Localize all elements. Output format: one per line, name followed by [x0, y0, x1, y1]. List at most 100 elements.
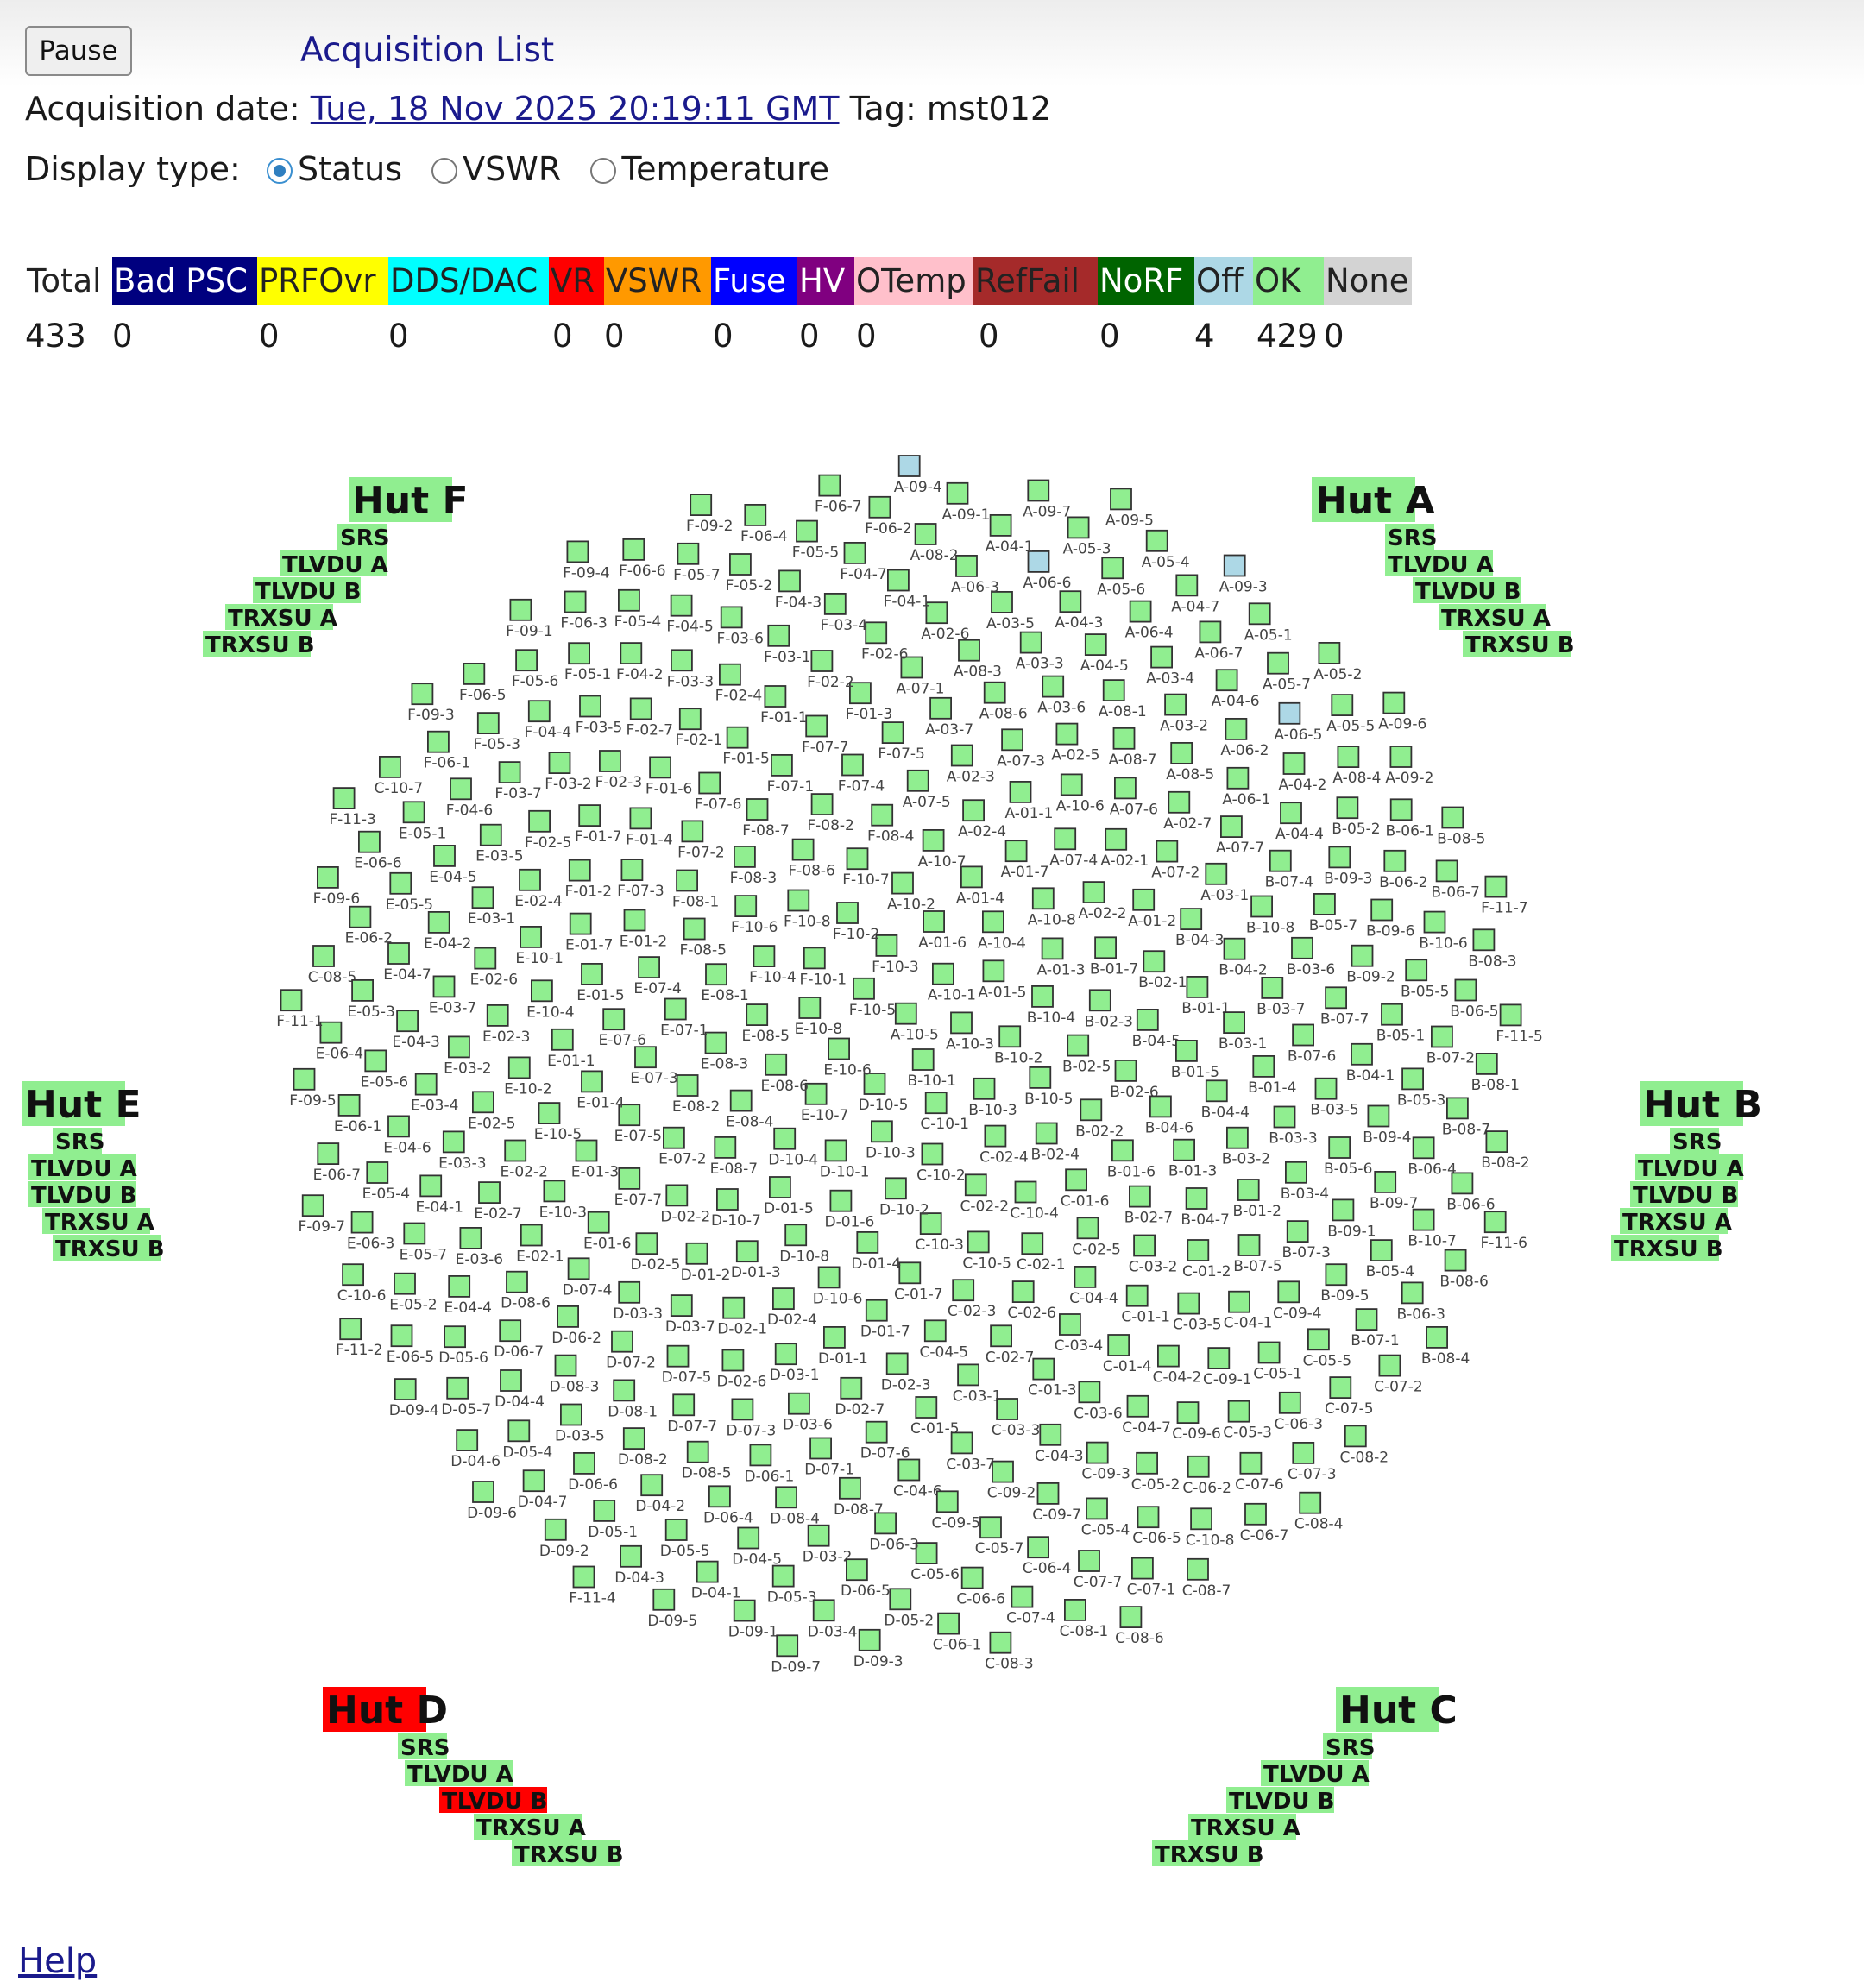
antenna-square[interactable]	[448, 1035, 470, 1059]
antenna-f-02-4[interactable]: F-02-4	[715, 663, 763, 705]
antenna-f-07-7[interactable]: F-07-7	[802, 714, 849, 757]
antenna-d-04-5[interactable]: D-04-5	[732, 1526, 782, 1569]
antenna-d-10-7[interactable]: D-10-7	[711, 1188, 761, 1230]
antenna-f-09-6[interactable]: F-09-6	[313, 866, 361, 908]
antenna-d-01-4[interactable]: D-01-4	[851, 1231, 901, 1273]
antenna-square[interactable]	[973, 1077, 996, 1100]
antenna-b-06-6[interactable]: B-06-6	[1446, 1172, 1496, 1213]
antenna-square[interactable]	[649, 756, 671, 779]
antenna-b-04-7[interactable]: B-04-7	[1181, 1187, 1230, 1229]
antenna-e-04-3[interactable]: E-04-3	[392, 1010, 440, 1051]
antenna-square[interactable]	[1078, 1381, 1101, 1404]
antenna-square[interactable]	[1292, 1023, 1314, 1047]
antenna-square[interactable]	[719, 663, 741, 686]
antenna-e-08-5[interactable]: E-08-5	[741, 1003, 790, 1045]
antenna-square[interactable]	[531, 979, 553, 1003]
antenna-square[interactable]	[885, 1352, 909, 1375]
antenna-e-01-3[interactable]: E-01-3	[571, 1139, 619, 1181]
antenna-square[interactable]	[733, 1599, 756, 1622]
antenna-square[interactable]	[932, 962, 954, 985]
antenna-c-05-2[interactable]: C-05-2	[1131, 1451, 1181, 1494]
antenna-d-10-8[interactable]: D-10-8	[779, 1224, 829, 1265]
antenna-square[interactable]	[1344, 1425, 1367, 1448]
antenna-b-01-5[interactable]: B-01-5	[1171, 1040, 1219, 1081]
antenna-square[interactable]	[573, 1452, 595, 1475]
antenna-c-03-3[interactable]: C-03-3	[992, 1398, 1041, 1439]
antenna-a-05-4[interactable]: A-05-4	[1142, 529, 1190, 571]
antenna-e-05-4[interactable]: E-05-4	[362, 1161, 410, 1203]
antenna-a-06-6[interactable]: A-06-6	[1023, 550, 1072, 592]
antenna-square[interactable]	[1084, 633, 1107, 657]
antenna-square[interactable]	[1114, 1060, 1137, 1082]
antenna-a-04-3[interactable]: A-04-3	[1055, 590, 1103, 632]
antenna-a-07-1[interactable]: A-07-1	[896, 656, 944, 698]
antenna-square[interactable]	[677, 542, 700, 565]
antenna-d-06-3[interactable]: D-06-3	[869, 1512, 919, 1553]
antenna-c-09-6[interactable]: C-09-6	[1172, 1401, 1221, 1443]
antenna-square[interactable]	[885, 1177, 907, 1200]
antenna-square[interactable]	[1129, 600, 1152, 623]
antenna-a-01-2[interactable]: A-01-2	[1128, 888, 1176, 930]
antenna-square[interactable]	[548, 752, 571, 775]
antenna-square[interactable]	[1150, 645, 1173, 669]
antenna-e-04-4[interactable]: E-04-4	[444, 1275, 492, 1317]
antenna-square[interactable]	[898, 1261, 922, 1285]
antenna-c-05-5[interactable]: C-05-5	[1303, 1328, 1352, 1369]
antenna-c-10-2[interactable]: C-10-2	[916, 1142, 966, 1185]
antenna-square[interactable]	[499, 1319, 522, 1343]
antenna-e-05-2[interactable]: E-05-2	[389, 1272, 438, 1314]
antenna-square[interactable]	[1261, 977, 1284, 999]
antenna-b-10-3[interactable]: B-10-3	[968, 1077, 1017, 1119]
antenna-f-07-6[interactable]: F-07-6	[695, 771, 742, 814]
antenna-square[interactable]	[629, 697, 652, 720]
antenna-square[interactable]	[474, 947, 497, 970]
antenna-square[interactable]	[620, 859, 644, 881]
antenna-square[interactable]	[544, 1518, 567, 1541]
antenna-c-03-4[interactable]: C-03-4	[1055, 1313, 1104, 1355]
antenna-square[interactable]	[1278, 1391, 1301, 1414]
antenna-square[interactable]	[663, 1126, 685, 1149]
antenna-c-01-2[interactable]: C-01-2	[1182, 1239, 1231, 1280]
antenna-square[interactable]	[729, 1089, 753, 1112]
antenna-square[interactable]	[849, 682, 872, 705]
antenna-e-10-4[interactable]: E-10-4	[526, 979, 575, 1021]
antenna-square[interactable]	[1485, 1130, 1508, 1153]
antenna-e-01-1[interactable]: E-01-1	[547, 1028, 595, 1070]
antenna-square[interactable]	[990, 1324, 1012, 1348]
antenna-e-10-2[interactable]: E-10-2	[504, 1056, 552, 1098]
antenna-square[interactable]	[967, 1230, 990, 1254]
antenna-f-08-6[interactable]: F-08-6	[788, 838, 835, 880]
antenna-square[interactable]	[950, 1011, 973, 1035]
antenna-e-01-2[interactable]: E-01-2	[620, 909, 667, 951]
antenna-d-09-1[interactable]: D-09-1	[728, 1599, 778, 1641]
antenna-b-03-7[interactable]: B-03-7	[1256, 977, 1305, 1018]
antenna-square[interactable]	[1137, 1506, 1160, 1529]
antenna-square[interactable]	[787, 889, 810, 912]
antenna-a-08-1[interactable]: A-08-1	[1099, 679, 1147, 720]
antenna-d-03-1[interactable]: D-03-1	[770, 1343, 820, 1384]
antenna-square[interactable]	[962, 799, 985, 822]
antenna-a-07-3[interactable]: A-07-3	[997, 728, 1045, 770]
antenna-square[interactable]	[520, 1224, 543, 1247]
antenna-square[interactable]	[775, 1486, 797, 1509]
antenna-square[interactable]	[337, 1094, 361, 1117]
antenna-f-11-1[interactable]: F-11-1	[276, 989, 324, 1030]
radio-temperature-label[interactable]: Temperature	[621, 150, 830, 188]
antenna-f-11-2[interactable]: F-11-2	[336, 1318, 383, 1359]
antenna-square[interactable]	[378, 755, 401, 778]
antenna-square[interactable]	[1367, 1104, 1390, 1128]
antenna-square[interactable]	[448, 1275, 471, 1298]
antenna-square[interactable]	[351, 979, 375, 1002]
antenna-square[interactable]	[1129, 1185, 1151, 1208]
antenna-square[interactable]	[319, 1021, 343, 1044]
antenna-square[interactable]	[809, 1437, 832, 1460]
antenna-square[interactable]	[776, 1634, 799, 1658]
antenna-square[interactable]	[705, 963, 727, 986]
antenna-e-05-7[interactable]: E-05-7	[400, 1222, 447, 1264]
antenna-square[interactable]	[1041, 937, 1064, 960]
antenna-a-03-7[interactable]: A-03-7	[925, 696, 973, 739]
antenna-square[interactable]	[1389, 746, 1413, 768]
antenna-square[interactable]	[767, 624, 790, 647]
antenna-square[interactable]	[638, 956, 660, 978]
antenna-square[interactable]	[937, 1612, 960, 1635]
